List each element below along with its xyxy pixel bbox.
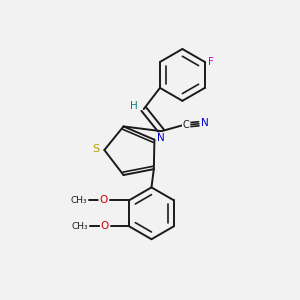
Text: O: O bbox=[101, 221, 109, 231]
Text: S: S bbox=[93, 143, 100, 154]
Text: H: H bbox=[130, 100, 138, 110]
Text: C: C bbox=[183, 120, 190, 130]
Text: F: F bbox=[208, 57, 214, 67]
Text: N: N bbox=[157, 133, 165, 143]
Text: O: O bbox=[99, 195, 107, 205]
Text: CH₃: CH₃ bbox=[70, 196, 87, 205]
Text: CH₃: CH₃ bbox=[71, 222, 88, 231]
Text: N: N bbox=[201, 118, 209, 128]
